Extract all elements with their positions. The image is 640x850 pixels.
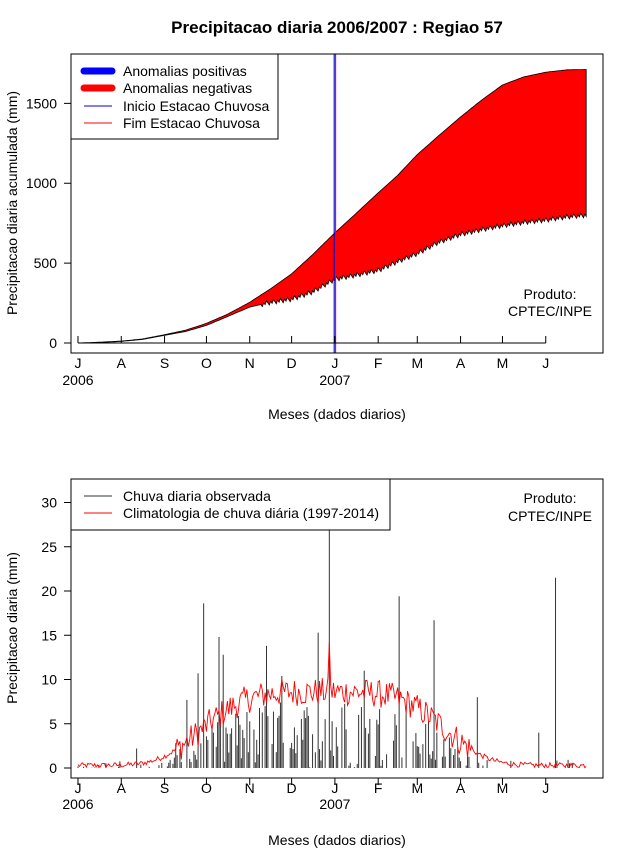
x-tick-label: O [201,780,212,796]
legend-label-positive: Anomalias positivas [123,63,247,79]
x-tick-label: A [117,780,127,796]
year-label: 2007 [319,796,350,812]
y-tick-label: 30 [41,495,57,511]
y-tick-label: 15 [41,627,57,643]
x-tick-label: A [117,355,127,371]
x-tick-label: M [411,780,423,796]
y-tick-label: 10 [41,672,57,688]
x-tick-label: O [201,355,212,371]
x-tick-label: S [160,355,169,371]
y-axis: 0 500 1000 1500 [26,95,72,351]
x-tick-label: N [245,780,255,796]
y-tick-label: 1500 [26,95,57,111]
x-tick-label: M [497,355,509,371]
y-tick-label: 25 [41,539,57,555]
legend: Chuva diaria observada Climatologia de c… [70,478,391,531]
x-tick-label: D [287,780,297,796]
y-tick-label: 20 [41,583,57,599]
x-tick-label: A [456,355,466,371]
legend-label-negative: Anomalias negativas [123,80,252,96]
legend-box [70,478,391,531]
legend-label-climatology: Climatologia de chuva diária (1997-2014) [123,505,379,521]
y-tick-label: 0 [49,335,57,351]
y-tick-label: 0 [49,760,57,776]
year-label: 2007 [319,372,350,388]
anomaly-area [77,69,587,344]
y-axis-label: Precipitacao diaria acumulada (mm) [4,91,20,315]
y-tick-label: 500 [34,255,58,271]
x-tick-label: A [456,780,466,796]
year-label: 2006 [62,796,93,812]
x-tick-label: J [542,780,549,796]
x-tick-label: D [287,355,297,371]
x-tick-label: F [374,780,383,796]
x-tick-label: M [411,355,423,371]
x-tick-label: N [245,355,255,371]
x-axis-label: Meses (dados diarios) [268,832,406,848]
climatology-line [77,642,587,769]
y-axis: 0 5 10 15 20 25 30 [41,495,72,776]
credit-line-2: CPTEC/INPE [508,508,592,524]
x-tick-label: J [542,355,549,371]
x-tick-label: J [74,355,81,371]
x-tick-label: J [74,780,81,796]
x-axis-label: Meses (dados diarios) [268,406,406,422]
credit-line-1: Produto: [524,490,577,506]
legend-label-observed: Chuva diaria observada [123,488,271,504]
y-tick-label: 5 [49,716,57,732]
x-tick-label: F [374,355,383,371]
x-tick-label: M [497,780,509,796]
legend: Anomalias positivas Anomalias negativas … [70,53,279,140]
chart-title: Precipitacao diaria 2006/2007 : Regiao 5… [171,18,503,37]
season-lines [333,54,337,353]
y-axis-label: Precipitacao diaria (mm) [4,552,20,704]
observed-bars [77,529,573,768]
negative-anomaly-area [77,69,587,344]
credit-line-2: CPTEC/INPE [508,303,592,319]
x-tick-label: J [331,780,338,796]
legend-label-end: Fim Estacao Chuvosa [123,115,260,131]
x-tick-label: S [160,780,169,796]
year-label: 2006 [62,372,93,388]
credit-line-1: Produto: [524,286,577,302]
y-tick-label: 1000 [26,175,57,191]
x-tick-label: J [331,355,338,371]
legend-label-start: Inicio Estacao Chuvosa [123,98,270,114]
